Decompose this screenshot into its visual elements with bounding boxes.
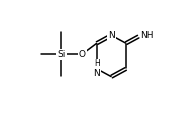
Text: N: N xyxy=(93,69,100,78)
Text: N: N xyxy=(108,31,115,40)
Text: Si: Si xyxy=(57,50,66,59)
Text: NH: NH xyxy=(141,31,154,40)
Text: H: H xyxy=(94,59,100,68)
Text: O: O xyxy=(79,50,86,59)
